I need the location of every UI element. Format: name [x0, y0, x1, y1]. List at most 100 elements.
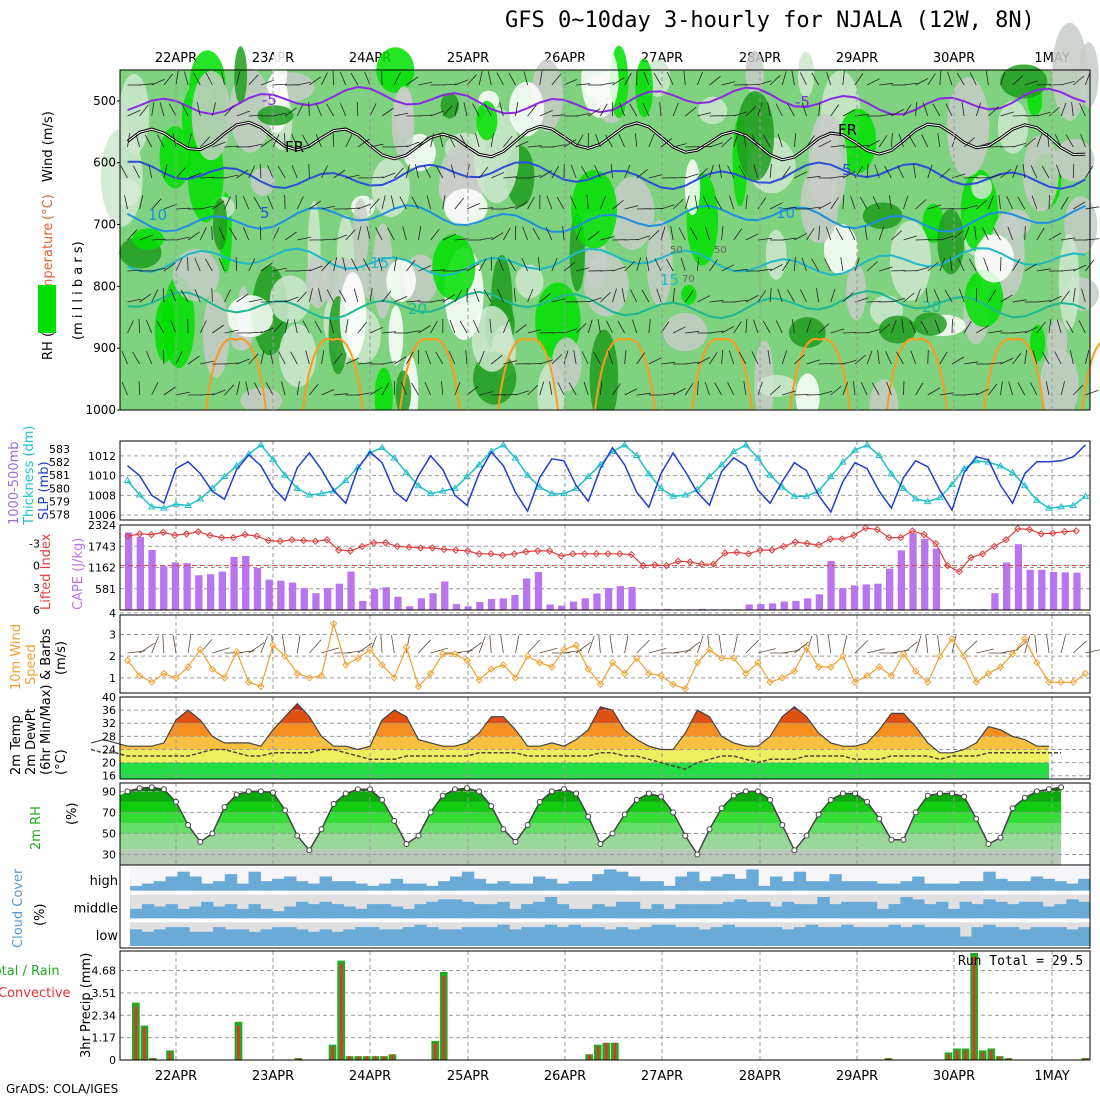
wind-barb	[175, 351, 183, 365]
wind-barb	[782, 390, 796, 396]
wind-barb	[947, 71, 953, 86]
thickness-line-marker	[256, 440, 265, 448]
wind-barb	[641, 289, 650, 303]
panel-bg	[120, 441, 1090, 520]
wind-barb	[472, 103, 480, 117]
rh-region	[571, 170, 618, 249]
thickness-line-marker	[269, 455, 277, 462]
wind-barb	[272, 267, 287, 272]
wind-barb	[636, 235, 651, 241]
wind-barb	[196, 102, 201, 117]
surface-strip	[120, 410, 1090, 438]
wind-barb	[621, 288, 626, 303]
precip-convective-bar	[331, 1046, 334, 1060]
wind10-barb	[733, 635, 738, 654]
wind-barb	[138, 318, 141, 334]
cloud-bar	[1066, 883, 1079, 891]
wind-barb	[782, 237, 797, 241]
wind-barb	[448, 134, 456, 148]
wind-barb	[393, 167, 404, 179]
cloud-bar	[876, 883, 890, 891]
wind-barb	[1081, 288, 1086, 303]
wind-barb	[624, 72, 632, 86]
thickness-line-marker	[1032, 496, 1041, 503]
wind-barb	[975, 199, 988, 210]
wind-barb	[576, 267, 590, 272]
wind-barb	[818, 202, 832, 210]
wind-barb	[956, 72, 965, 86]
wind-barb	[170, 319, 177, 334]
cloud-bar	[995, 901, 1008, 919]
wind-barb	[1012, 115, 1027, 117]
wind-barb	[1036, 133, 1043, 148]
wind-barb	[139, 104, 149, 117]
wind-barb	[426, 195, 432, 210]
wind-barb	[1080, 133, 1086, 148]
wind-barb	[624, 388, 638, 396]
wind-barb	[806, 175, 821, 179]
thickness-line-marker	[390, 454, 399, 461]
wind-barb	[260, 350, 265, 365]
wind-barb	[654, 258, 662, 272]
rh-region	[476, 100, 498, 141]
precip-convective-bar	[433, 1042, 437, 1060]
rh-region	[823, 223, 858, 275]
cloud-bar	[533, 927, 546, 946]
cape-bar	[792, 600, 800, 610]
cloud-bar	[473, 878, 487, 891]
cloud-bar	[1007, 927, 1020, 946]
wind-barb	[527, 288, 534, 303]
temp-label: (6hr Min/Max)	[39, 685, 54, 775]
temp-tick: 40	[102, 691, 116, 704]
pressure-tick: 1000	[85, 403, 116, 417]
wind-barb	[454, 102, 459, 117]
wind-barb	[308, 163, 310, 179]
wind10-barb	[816, 635, 820, 654]
wind-barb	[791, 319, 795, 334]
wind-barb	[757, 102, 763, 117]
wind-barb	[733, 133, 739, 148]
temp-label: (°C)	[54, 749, 69, 775]
wind-barb	[801, 257, 807, 272]
wind-barb	[527, 363, 542, 365]
cloud-bar	[770, 876, 783, 891]
rh-region	[1052, 22, 1088, 121]
wind-barb	[619, 102, 625, 117]
wind-barb	[830, 288, 836, 303]
wind10-barb	[515, 635, 520, 654]
wind-barb	[1006, 196, 1013, 210]
cloud-bar	[556, 904, 570, 919]
surface-temp-contour	[983, 337, 1045, 411]
wind-barb	[573, 350, 577, 365]
wind-barb	[818, 225, 821, 241]
wind-barb	[903, 195, 909, 210]
wind-barb	[915, 288, 921, 303]
cape-bar	[125, 532, 133, 610]
rh-line-marker	[160, 786, 167, 793]
cloud-bar	[687, 904, 700, 919]
wind-barb	[915, 199, 927, 210]
wind-barb	[406, 259, 416, 272]
precip-convective-bar	[391, 1054, 394, 1060]
rh-region	[581, 42, 619, 118]
rh-line-marker	[815, 811, 822, 818]
cloud-bar	[355, 927, 368, 946]
wind-barb	[473, 288, 480, 303]
wind-barb	[478, 166, 489, 179]
li-marker	[253, 532, 261, 540]
cape-bar	[487, 599, 496, 610]
wind-barb	[976, 388, 990, 396]
cloud-bar	[165, 876, 178, 891]
wind-barb	[1012, 164, 1018, 179]
li-marker	[1072, 527, 1080, 535]
wind-barb	[224, 105, 235, 117]
wind-barb	[381, 107, 394, 117]
wind-barb	[920, 320, 929, 334]
chart-title: GFS 0~10day 3-hourly for NJALA (12W, 8N)	[505, 8, 1035, 33]
wind-barb	[588, 108, 601, 117]
wind-barb	[769, 385, 781, 396]
wind-barb	[867, 301, 882, 303]
wind-barb	[811, 258, 819, 272]
